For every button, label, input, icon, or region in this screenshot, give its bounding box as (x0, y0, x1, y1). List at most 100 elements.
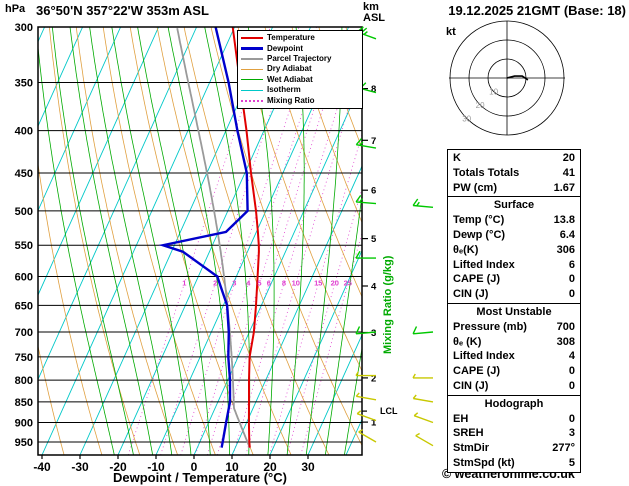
legend-item-label: Temperature (267, 33, 315, 43)
row-label: Lifted Index (453, 350, 515, 363)
table-row: StmSpd (kt) 5 (448, 456, 580, 471)
hodograph-ring-label: 20 (476, 101, 485, 110)
temperature-tick-labels: -40 -30 -20 -10 0 10 20 30 (33, 455, 315, 474)
row-value: 306 (556, 243, 575, 256)
table-title: Most Unstable (476, 305, 552, 318)
hodograph-unit-label: kt (446, 26, 456, 38)
row-value: 3 (568, 427, 575, 440)
wind-barb (358, 429, 377, 443)
svg-text:30: 30 (301, 460, 315, 474)
svg-text:20: 20 (331, 279, 339, 288)
station-title: 36°50'N 357°22'W 353m ASL (36, 3, 209, 18)
legend-item: Dry Adiabat (241, 64, 359, 74)
legend-item: Mixing Ratio (241, 95, 359, 105)
dewpoint-curve (158, 27, 249, 448)
altitude-axis-km: km (363, 1, 379, 13)
svg-text:5: 5 (371, 234, 377, 245)
svg-text:8: 8 (371, 84, 376, 95)
row-value: 41 (562, 166, 575, 179)
table-row: Lifted Index 6 (448, 258, 580, 273)
row-label: K (453, 152, 461, 164)
wind-barb (356, 410, 377, 422)
wind-barb (355, 194, 377, 205)
row-value: 6.4 (559, 228, 575, 241)
row-label: θₑ(K) (453, 243, 479, 256)
svg-text:6: 6 (371, 186, 376, 197)
hodograph-plot: 10 20 30 (449, 20, 565, 136)
svg-text:8: 8 (282, 279, 286, 288)
row-value: 0 (568, 365, 575, 378)
table-row: Lifted Index 4 (448, 349, 580, 364)
datetime-title: 19.12.2025 21GMT (Base: 18) (448, 3, 626, 18)
svg-text:300: 300 (15, 22, 33, 34)
altitude-axis-label: km ASL (363, 2, 385, 24)
wind-barb (415, 432, 434, 447)
legend-item-label: Wet Adiabat (267, 74, 313, 84)
svg-text:-40: -40 (33, 460, 51, 474)
table-row: EH 0 (448, 412, 580, 427)
row-value: 700 (556, 320, 575, 333)
index-table-surface: Surface Temp (°C) 13.8 Dewp (°C) 6.4 θₑ(K) 306… (447, 196, 581, 304)
legend-item: Isotherm (241, 85, 359, 95)
indices-panel: K 20 Totals Totals 41 PW (cm) 1.67 Surface Temp… (447, 149, 581, 473)
row-value: 277° (552, 442, 575, 455)
row-label: SREH (453, 427, 484, 440)
table-row: θₑ(K) 306 (448, 243, 580, 258)
svg-text:750: 750 (15, 352, 33, 364)
index-table-most-unstable: Most Unstable Pressure (mb) 700 θₑ (K) 308 Li… (447, 302, 581, 396)
wet-adiabat-lines (38, 27, 362, 455)
svg-text:1: 1 (371, 418, 377, 429)
row-label: CIN (J) (453, 288, 489, 301)
legend-item-label: Isotherm (267, 85, 301, 95)
svg-text:25: 25 (344, 279, 352, 288)
legend-item: Parcel Trajectory (241, 54, 359, 64)
legend-item-label: Dry Adiabat (267, 64, 312, 74)
pressure-tick-labels: 300 350 400 450 500 550 600 650 700 750 800 850 900 9… (15, 22, 33, 449)
row-label: θₑ (K) (453, 335, 482, 348)
legend-line-sample (241, 57, 263, 60)
hodograph-ring (449, 20, 565, 136)
table-title: Hodograph (484, 397, 544, 410)
legend-item: Wet Adiabat (241, 75, 359, 85)
row-value: 0 (568, 379, 575, 392)
wind-barb (412, 394, 434, 403)
legend-line-sample (241, 47, 263, 51)
x-axis-title: Dewpoint / Temperature (°C) (113, 470, 287, 485)
legend-line-sample (241, 79, 263, 81)
row-label: PW (cm) (453, 181, 497, 194)
svg-text:7: 7 (371, 136, 376, 147)
row-label: Dewp (°C) (453, 228, 506, 241)
svg-text:900: 900 (15, 418, 33, 430)
svg-text:400: 400 (15, 126, 33, 138)
svg-text:20: 20 (263, 460, 277, 474)
svg-text:0: 0 (191, 460, 198, 474)
wind-barb (355, 326, 377, 335)
table-row: Totals Totals 41 (448, 166, 580, 181)
hodograph-ring-label: 10 (489, 87, 498, 96)
table-row: K 20 (448, 151, 580, 166)
legend-item: Temperature (241, 33, 359, 43)
svg-text:5: 5 (257, 279, 261, 288)
svg-text:1: 1 (182, 279, 186, 288)
wind-barb (412, 326, 434, 335)
row-label: CIN (J) (453, 379, 489, 392)
table-row: CAPE (J) 0 (448, 364, 580, 379)
svg-text:3: 3 (371, 328, 376, 339)
table-row: Pressure (mb) 700 (448, 320, 580, 335)
row-value: 0 (568, 412, 575, 425)
row-value: 5 (568, 456, 575, 469)
svg-text:2: 2 (371, 373, 376, 384)
row-label: CAPE (J) (453, 273, 501, 286)
lcl-label: LCL (380, 406, 398, 416)
mixing-ratio-axis-label: Mixing Ratio (g/kg) (382, 255, 394, 355)
wind-barb (412, 373, 433, 379)
svg-text:550: 550 (15, 240, 33, 252)
svg-text:15: 15 (314, 279, 322, 288)
svg-text:10: 10 (292, 279, 300, 288)
table-title: Surface (493, 199, 535, 212)
svg-text:700: 700 (15, 327, 33, 339)
table-row: PW (cm) 1.67 (448, 181, 580, 196)
row-label: EH (453, 412, 469, 425)
table-row: StmDir 277° (448, 441, 580, 456)
hodograph-ring-label: 30 (462, 114, 471, 123)
